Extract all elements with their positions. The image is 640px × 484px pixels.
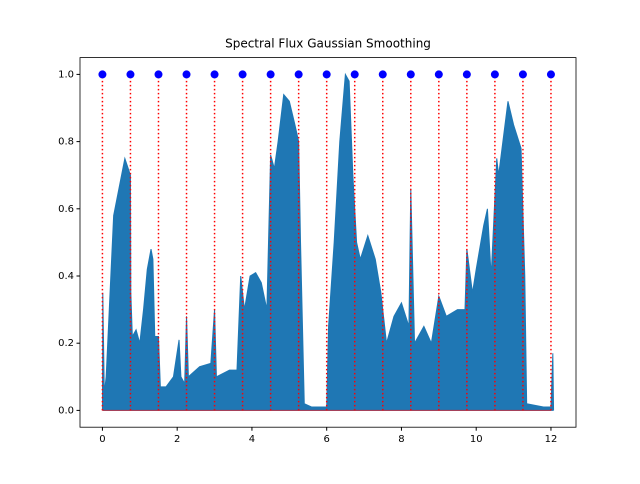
y-tick-label: 1.0	[58, 69, 74, 80]
onset-dot	[266, 70, 275, 79]
onset-dot	[378, 70, 387, 79]
x-tick-label: 6	[324, 434, 330, 445]
onset-dot	[126, 70, 135, 79]
plot-frame	[79, 57, 577, 428]
y-tick-label: 0.6	[58, 204, 74, 215]
x-tick-label: 0	[99, 434, 105, 445]
y-tick-label: 0.0	[58, 405, 74, 416]
onset-dot	[462, 70, 471, 79]
onset-dot	[322, 70, 331, 79]
x-tick-label: 8	[398, 434, 404, 445]
y-tick-label: 0.2	[58, 338, 74, 349]
onset-dot	[406, 70, 415, 79]
x-tick-label: 12	[545, 434, 558, 445]
onset-dot	[490, 70, 499, 79]
onset-dot	[182, 70, 191, 79]
onset-dot	[350, 70, 359, 79]
x-tick-label: 2	[174, 434, 180, 445]
chart-title: Spectral Flux Gaussian Smoothing	[225, 37, 431, 51]
onset-dot	[210, 70, 219, 79]
onset-dot	[518, 70, 527, 79]
x-tick-label: 4	[249, 434, 255, 445]
y-tick-label: 0.4	[58, 271, 74, 282]
x-tick-label: 10	[470, 434, 483, 445]
y-tick-label: 0.8	[58, 137, 74, 148]
flux-area	[101, 72, 555, 411]
onset-dot	[154, 70, 163, 79]
onset-dot	[238, 70, 247, 79]
onset-dot	[98, 70, 107, 79]
onset-dot	[294, 70, 303, 79]
onset-dot	[434, 70, 443, 79]
onset-dot	[546, 70, 555, 79]
